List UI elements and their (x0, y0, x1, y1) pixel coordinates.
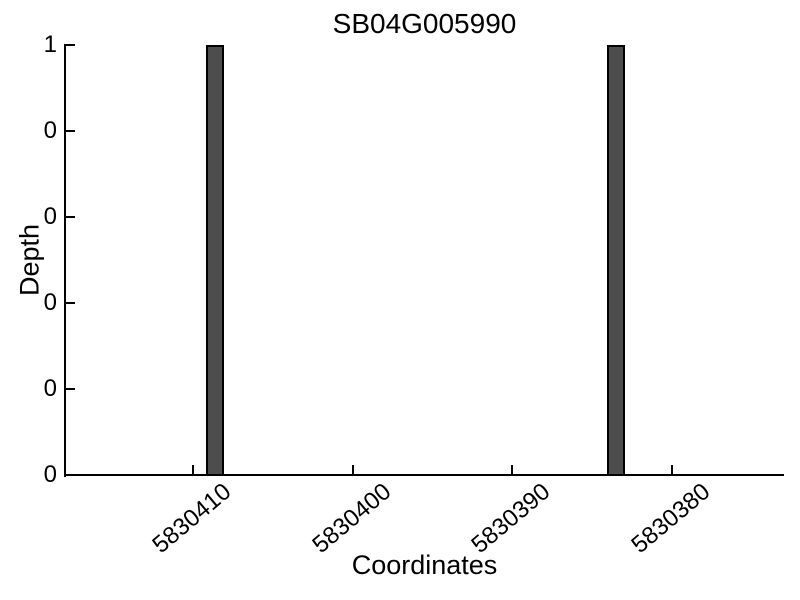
y-tick (66, 44, 75, 46)
bar (607, 45, 625, 476)
x-tick (511, 465, 514, 474)
y-tick-label: 0 (43, 203, 57, 230)
x-axis-line (64, 474, 784, 476)
y-axis-line (64, 44, 66, 477)
bar (206, 45, 224, 476)
x-tick (351, 465, 354, 474)
x-axis-label: Coordinates (351, 550, 498, 580)
y-tick (66, 216, 75, 218)
y-axis-label: Depth (14, 223, 45, 297)
x-tick (191, 465, 194, 474)
y-tick-label: 0 (43, 375, 57, 402)
y-tick-label: 0 (43, 461, 57, 488)
y-tick (66, 302, 75, 304)
y-tick (66, 474, 75, 476)
y-tick-label: 0 (43, 289, 57, 316)
y-tick (66, 388, 75, 390)
y-tick-label: 0 (43, 117, 57, 144)
y-tick-label: 1 (43, 31, 57, 58)
x-tick (671, 465, 674, 474)
chart-title: SB04G005990 (332, 8, 517, 39)
y-tick (66, 130, 75, 132)
